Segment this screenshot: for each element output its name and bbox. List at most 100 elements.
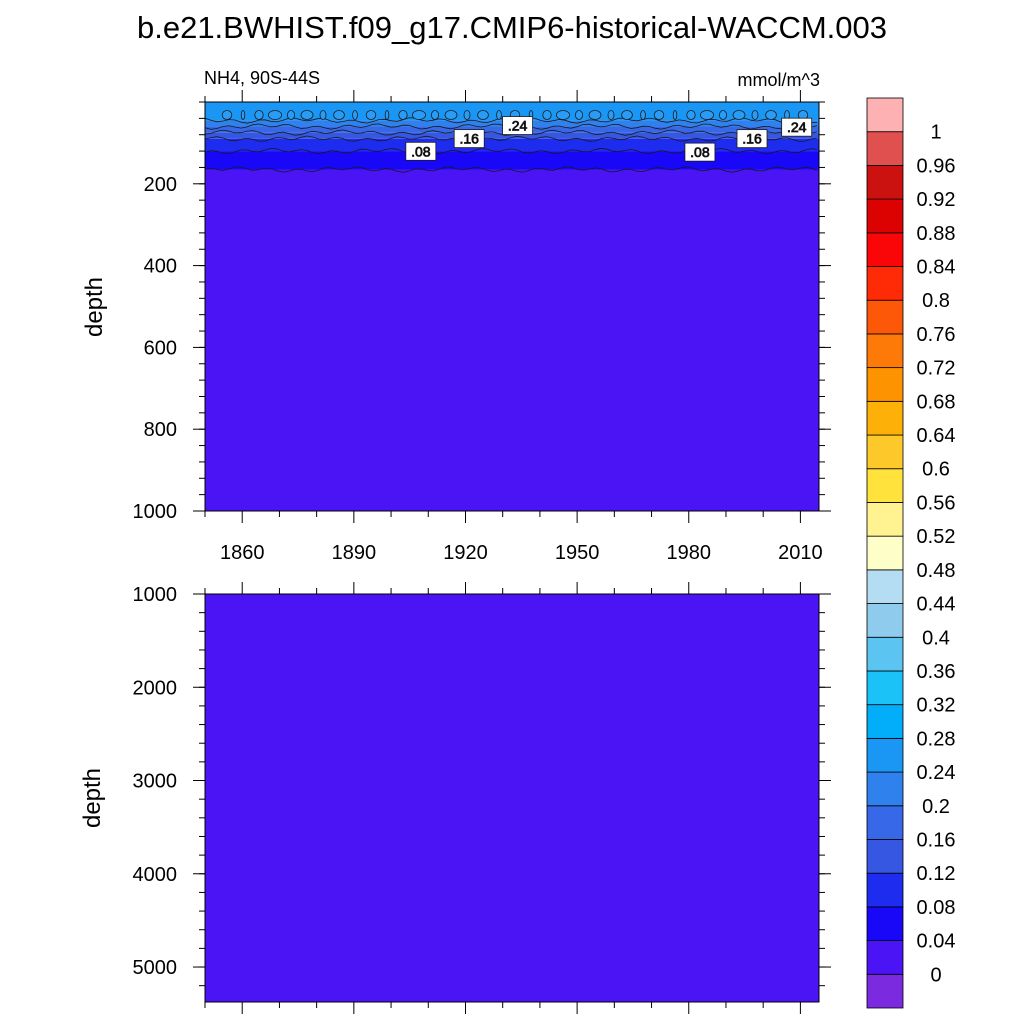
- contour-line: [254, 110, 264, 120]
- colorbar-label: 0.6: [922, 459, 950, 481]
- x-tick-label: 2010: [778, 542, 823, 564]
- colorbar-label: 0: [930, 964, 941, 986]
- colorbar-swatch: [866, 704, 904, 739]
- y-tick-label: 800: [144, 419, 177, 441]
- contour-line: [621, 110, 633, 120]
- colorbar-swatch: [866, 367, 904, 402]
- colorbar-label: 0.24: [917, 762, 956, 784]
- contour-line: [221, 110, 233, 120]
- contour-line: [719, 110, 728, 120]
- contour-label-box: [405, 141, 437, 161]
- colorbar-label: 0.72: [917, 358, 956, 380]
- contour-label-box: [781, 117, 813, 137]
- y-tick-label: 200: [144, 174, 177, 196]
- colorbar-swatch: [866, 198, 904, 234]
- contour-line: [575, 110, 584, 120]
- colorbar-label: 0.16: [917, 829, 956, 851]
- colorbar-swatch: [866, 165, 904, 200]
- contour-line: [496, 110, 502, 120]
- colorbar-swatch: [866, 97, 904, 133]
- colorbar-label: 0.88: [917, 223, 956, 245]
- contour-label-box: [736, 129, 768, 149]
- contour-line: [204, 166, 818, 173]
- contour-label: .08: [411, 143, 431, 159]
- upper-right-label: mmol/m^3: [738, 70, 820, 90]
- contour-line: [463, 110, 471, 120]
- colorbar-swatch: [866, 839, 904, 874]
- y-tick-label: 400: [144, 256, 177, 278]
- colorbar: 0 0.04 0.08 0.12 0.16 0.2 0.24 0.28 0.32 0.36 0.4 0…: [866, 97, 956, 1009]
- contour-label-box: [453, 129, 485, 149]
- contour-band: [205, 132, 819, 139]
- colorbar-swatch: [866, 872, 904, 908]
- lower-plot-frame: [204, 593, 820, 1003]
- y-tick-label: 1000: [133, 584, 178, 606]
- colorbar-label: 0.76: [917, 324, 956, 346]
- colorbar-label: 0.8: [922, 290, 950, 312]
- x-tick-label: 1950: [555, 542, 600, 564]
- colorbar-swatch: [866, 434, 904, 470]
- contour-label-box: [684, 142, 716, 162]
- x-tick-label: 1890: [332, 542, 377, 564]
- contour-line: [686, 110, 696, 120]
- colorbar-label: 0.52: [917, 526, 956, 548]
- colorbar-label: 0.4: [922, 627, 950, 649]
- colorbar-label: 0.96: [917, 155, 956, 177]
- colorbar-label: 0.48: [917, 560, 956, 582]
- x-tick-label: 1980: [667, 542, 712, 564]
- y-tick-label: 5000: [133, 957, 178, 979]
- contour-line: [240, 110, 246, 120]
- contour-line: [765, 110, 777, 120]
- colorbar-swatch: [866, 502, 904, 537]
- x-tick-label: 1920: [443, 542, 488, 564]
- colorbar-swatch: [866, 805, 904, 840]
- contour-line: [556, 110, 571, 120]
- contour-label: .08: [690, 144, 710, 160]
- colorbar-swatch: [866, 737, 904, 773]
- colorbar-label: 0.84: [917, 257, 956, 279]
- y-tick-label: 4000: [133, 864, 178, 886]
- colorbar-swatch: [866, 603, 904, 638]
- colorbar-swatch: [866, 400, 904, 436]
- contour-line: [444, 110, 458, 120]
- contour-line: [732, 110, 746, 120]
- colorbar-swatch: [866, 131, 904, 166]
- colorbar-label: 0.92: [917, 189, 956, 211]
- contour-line: [333, 110, 345, 120]
- colorbar-swatch: [866, 333, 904, 369]
- colorbar-swatch: [866, 535, 904, 571]
- contour-line: [653, 110, 665, 120]
- colorbar-swatch: [866, 569, 904, 604]
- colorbar-swatch: [866, 973, 904, 1009]
- colorbar-label: 0.56: [917, 492, 956, 514]
- colorbar-label: 0.04: [917, 931, 956, 953]
- chart-title: b.e21.BWHIST.f09_g17.CMIP6-historical-WA…: [137, 10, 887, 45]
- contour-line: [204, 135, 818, 142]
- contour-line: [640, 110, 646, 120]
- colorbar-label: 0.32: [917, 695, 956, 717]
- lower-y-axis-label: depth: [79, 768, 106, 828]
- x-tick-label: 1860: [220, 542, 265, 564]
- colorbar-swatch: [866, 940, 904, 975]
- colorbar-label: 1: [930, 122, 941, 144]
- contour-line: [267, 110, 282, 120]
- contour-line: [700, 110, 715, 120]
- upper-plot-frame: [204, 101, 820, 512]
- contour-label: .24: [508, 118, 528, 134]
- contour-label-box: [502, 116, 533, 135]
- contour-line: [542, 110, 552, 120]
- contour-line: [352, 110, 358, 120]
- upper-left-label: NH4, 90S-44S: [204, 68, 320, 88]
- colorbar-swatch: [866, 468, 904, 503]
- contour-line: [365, 110, 377, 120]
- colorbar-label: 0.36: [917, 661, 956, 683]
- contour-band: [205, 594, 819, 1002]
- contour-line: [319, 110, 327, 120]
- colorbar-label: 0.64: [917, 425, 956, 447]
- contour-line: [588, 110, 602, 120]
- contour-line: [672, 110, 678, 120]
- y-tick-label: 600: [144, 337, 177, 359]
- y-tick-label: 2000: [133, 677, 178, 699]
- colorbar-swatch: [866, 906, 904, 941]
